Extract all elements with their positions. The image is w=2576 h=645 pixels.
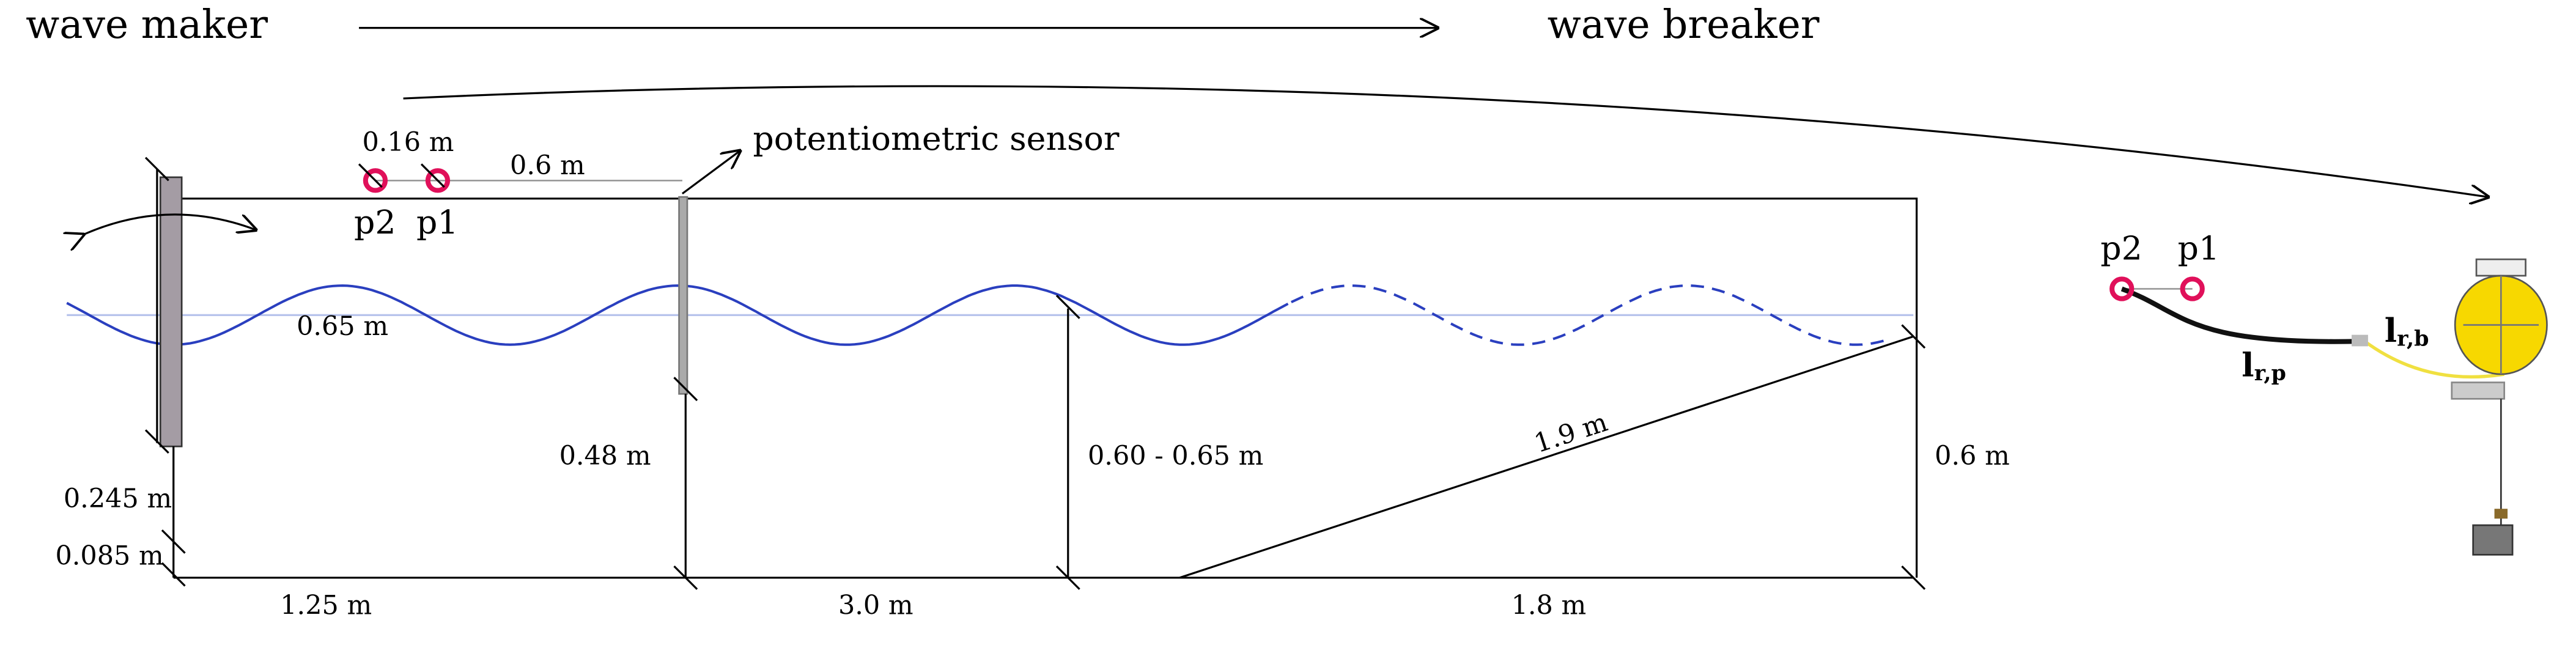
buoy-setup — [2109, 258, 2548, 556]
paddle-height: 0.245 m — [64, 484, 172, 514]
span-label: 1.8 m — [1511, 590, 1587, 621]
slope-label: 1.9 m — [1530, 407, 1611, 459]
paddle-base: 0.085 m — [55, 541, 163, 572]
probe-label: p2 — [2100, 229, 2142, 268]
cable-label: lr,p — [2242, 345, 2286, 385]
label-wave-maker: wave maker — [26, 2, 268, 48]
cable-label: lr,b — [2385, 311, 2429, 351]
probe-spacing: 0.16 m — [362, 127, 454, 158]
probe-label: p1 — [2177, 229, 2220, 268]
wave-height: 0.65 m — [297, 311, 388, 342]
depth-label: 0.6 m — [1935, 441, 2010, 471]
flume — [67, 151, 1926, 590]
span-label: 3.0 m — [838, 590, 913, 621]
span-label: 1.25 m — [280, 590, 372, 621]
curved-arrow — [403, 85, 2488, 197]
probe-label: p2 — [354, 203, 396, 241]
depth-label: 0.48 m — [559, 441, 651, 471]
sensor-label: potentiometric sensor — [753, 119, 1120, 158]
depth-label: 0.60 - 0.65 m — [1088, 441, 1263, 471]
probe-distance: 0.6 m — [510, 150, 585, 181]
probe-label: p1 — [416, 203, 459, 241]
label-wave-breaker: wave breaker — [1548, 2, 1820, 48]
